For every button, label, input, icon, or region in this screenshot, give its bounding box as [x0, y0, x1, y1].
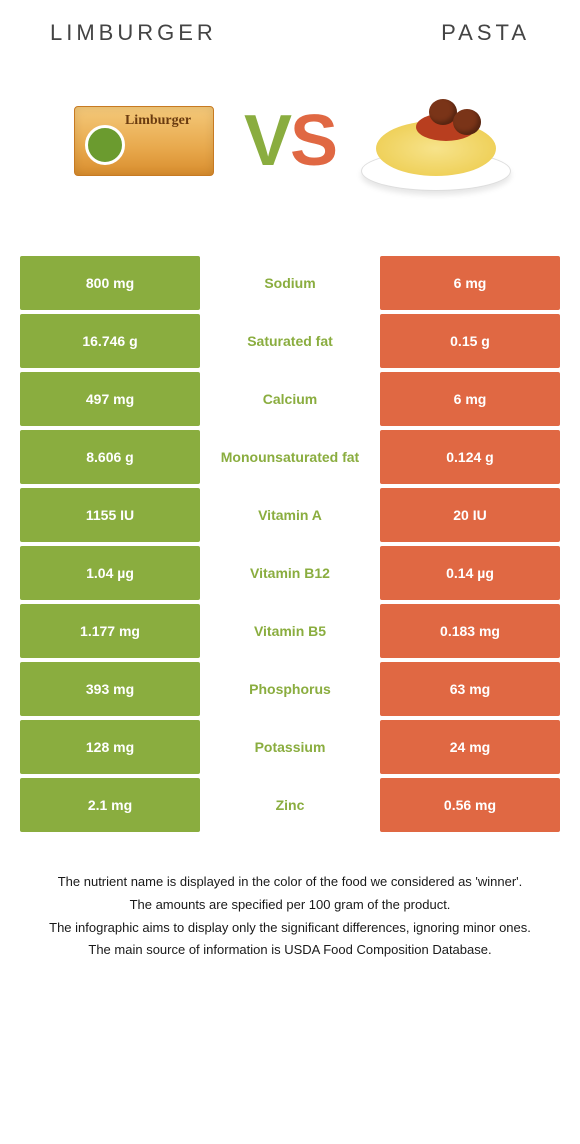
value-right: 6 mg [380, 372, 560, 426]
title-left: LIMBURGER [50, 20, 217, 46]
nutrient-label: Vitamin A [200, 488, 380, 542]
vs-v: V [244, 101, 290, 181]
value-left: 2.1 mg [20, 778, 200, 832]
value-left: 128 mg [20, 720, 200, 774]
vs-label: VS [244, 100, 336, 182]
value-left: 800 mg [20, 256, 200, 310]
vs-s: S [290, 101, 336, 181]
nutrient-label: Zinc [200, 778, 380, 832]
comparison-table: 800 mgSodium6 mg16.746 gSaturated fat0.1… [20, 256, 560, 832]
table-row: 1.04 µgVitamin B120.14 µg [20, 546, 560, 600]
nutrient-label: Phosphorus [200, 662, 380, 716]
nutrient-label: Potassium [200, 720, 380, 774]
value-right: 0.183 mg [380, 604, 560, 658]
value-right: 6 mg [380, 256, 560, 310]
table-row: 1155 IUVitamin A20 IU [20, 488, 560, 542]
table-row: 128 mgPotassium24 mg [20, 720, 560, 774]
nutrient-label: Monounsaturated fat [200, 430, 380, 484]
value-right: 20 IU [380, 488, 560, 542]
value-left: 393 mg [20, 662, 200, 716]
table-row: 393 mgPhosphorus63 mg [20, 662, 560, 716]
value-right: 24 mg [380, 720, 560, 774]
table-row: 2.1 mgZinc0.56 mg [20, 778, 560, 832]
nutrient-label: Calcium [200, 372, 380, 426]
nutrient-label: Sodium [200, 256, 380, 310]
table-row: 800 mgSodium6 mg [20, 256, 560, 310]
footer-line: The main source of information is USDA F… [40, 940, 540, 961]
footer-line: The infographic aims to display only the… [40, 918, 540, 939]
table-row: 497 mgCalcium6 mg [20, 372, 560, 426]
value-left: 497 mg [20, 372, 200, 426]
value-right: 0.56 mg [380, 778, 560, 832]
value-left: 16.746 g [20, 314, 200, 368]
value-left: 1.177 mg [20, 604, 200, 658]
limburger-image [64, 86, 224, 196]
value-right: 0.124 g [380, 430, 560, 484]
value-right: 0.15 g [380, 314, 560, 368]
pasta-image [356, 86, 516, 196]
nutrient-label: Saturated fat [200, 314, 380, 368]
value-left: 1.04 µg [20, 546, 200, 600]
table-row: 8.606 gMonounsaturated fat0.124 g [20, 430, 560, 484]
table-row: 16.746 gSaturated fat0.15 g [20, 314, 560, 368]
footer-notes: The nutrient name is displayed in the co… [20, 872, 560, 961]
value-left: 8.606 g [20, 430, 200, 484]
footer-line: The amounts are specified per 100 gram o… [40, 895, 540, 916]
value-left: 1155 IU [20, 488, 200, 542]
value-right: 63 mg [380, 662, 560, 716]
nutrient-label: Vitamin B12 [200, 546, 380, 600]
nutrient-label: Vitamin B5 [200, 604, 380, 658]
value-right: 0.14 µg [380, 546, 560, 600]
title-right: PASTA [441, 20, 530, 46]
footer-line: The nutrient name is displayed in the co… [40, 872, 540, 893]
table-row: 1.177 mgVitamin B50.183 mg [20, 604, 560, 658]
hero: VS [20, 86, 560, 196]
header: LIMBURGER PASTA [20, 20, 560, 46]
